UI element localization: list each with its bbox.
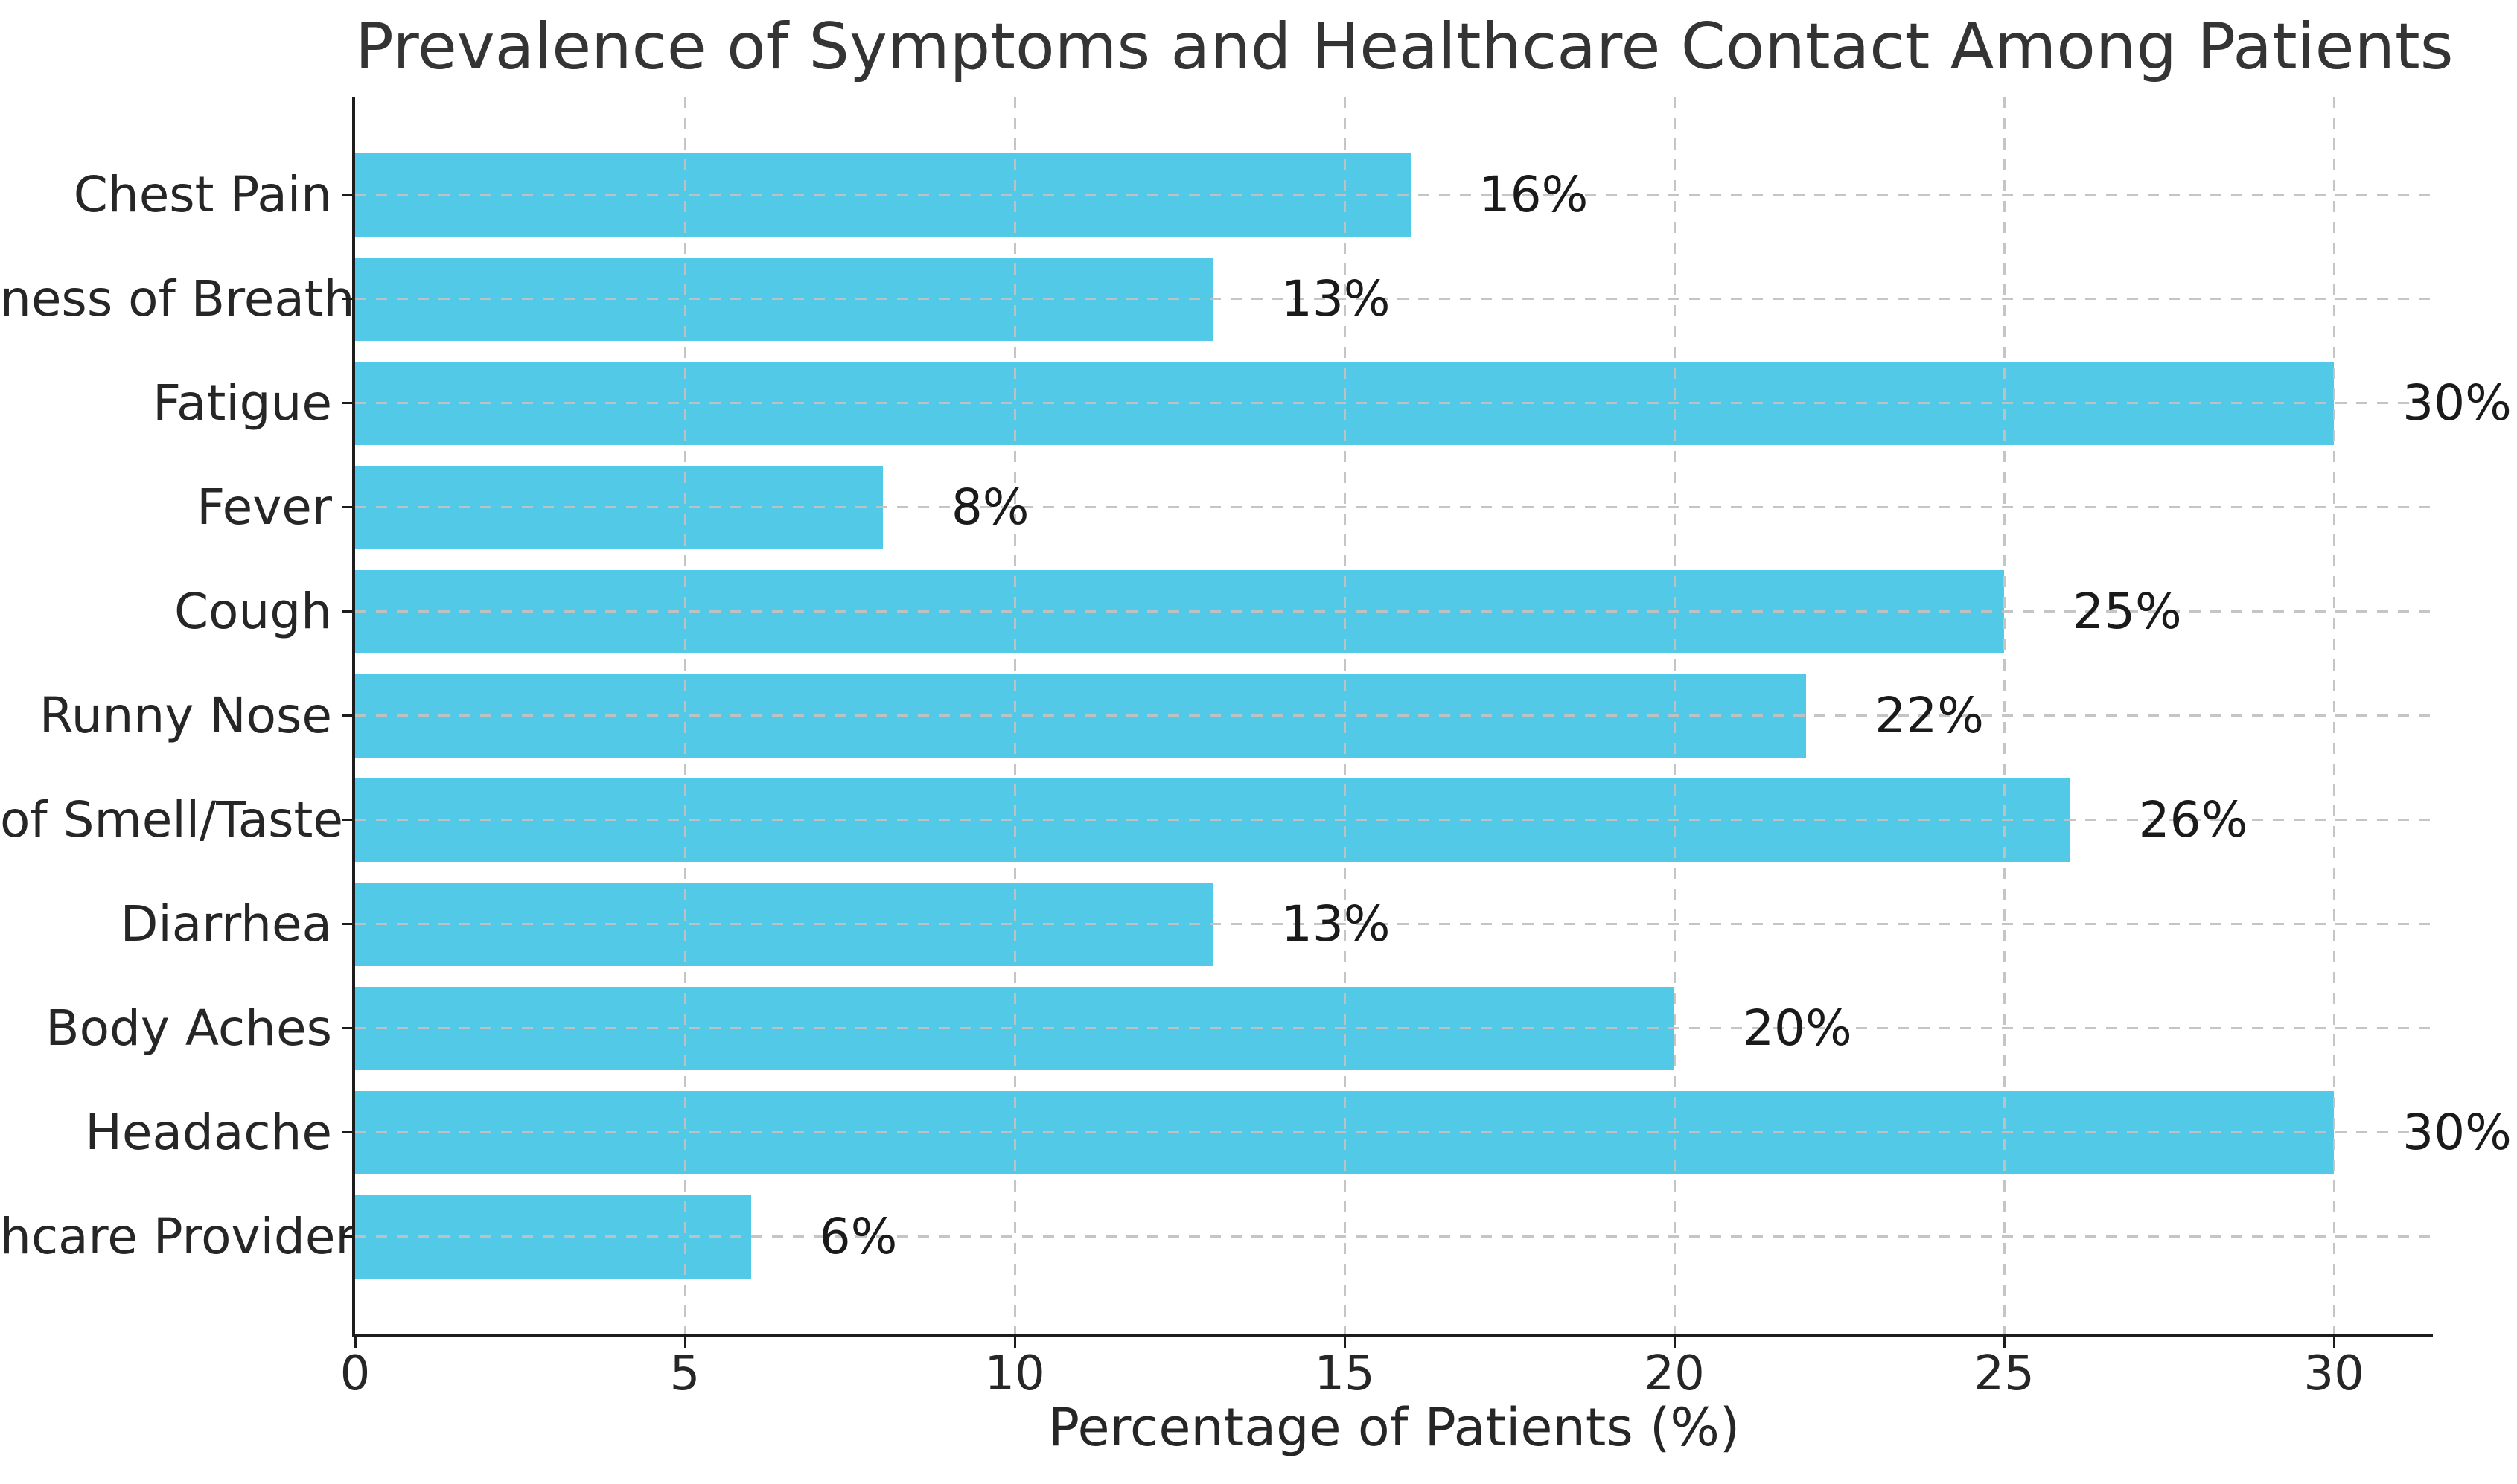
y-tick-label: Body Aches — [45, 999, 332, 1057]
y-tick-label: Runny Nose — [39, 686, 332, 744]
bottom-spine — [352, 1334, 2433, 1337]
x-tick-label: 0 — [339, 1346, 371, 1401]
y-tick-label: Headache — [85, 1103, 332, 1161]
x-tick-label: 20 — [1644, 1346, 1705, 1401]
y-tick-mark — [342, 714, 352, 717]
y-tick-label: Cough — [173, 582, 332, 640]
y-gridline — [355, 194, 2433, 196]
value-label: 16% — [1478, 165, 1589, 223]
y-gridline — [355, 714, 2433, 717]
x-tick-label: 30 — [2303, 1346, 2364, 1401]
y-tick-mark — [342, 506, 352, 509]
y-tick-mark — [342, 819, 352, 822]
x-tick-mark — [354, 1337, 357, 1348]
x-axis-label: Percentage of Patients (%) — [1047, 1397, 1741, 1458]
y-gridline — [355, 610, 2433, 613]
x-tick-mark — [683, 1337, 686, 1348]
y-tick-mark — [342, 1131, 352, 1134]
y-tick-mark — [342, 923, 352, 926]
x-tick-label: 25 — [1974, 1346, 2035, 1401]
x-tick-mark — [1673, 1337, 1676, 1348]
y-tick-label: Fever — [197, 478, 332, 536]
y-tick-label: Diarrhea — [120, 895, 332, 953]
value-label: 20% — [1743, 999, 1852, 1057]
y-gridline — [355, 298, 2433, 301]
value-label: 22% — [1875, 686, 1984, 744]
x-tick-label: 10 — [984, 1346, 1045, 1401]
x-tick-mark — [1013, 1337, 1016, 1348]
value-label: 26% — [2138, 790, 2248, 848]
y-tick-mark — [342, 1027, 352, 1030]
y-tick-label: Chest Pain — [73, 165, 332, 223]
value-label: 13% — [1280, 269, 1391, 327]
y-tick-mark — [342, 402, 352, 405]
x-tick-label: 15 — [1314, 1346, 1375, 1401]
chart-title: Prevalence of Symptoms and Healthcare Co… — [355, 10, 2454, 84]
y-tick-mark — [342, 610, 352, 613]
y-gridline — [355, 1235, 2433, 1238]
y-gridline — [355, 1027, 2433, 1030]
y-tick-mark — [342, 298, 352, 301]
y-tick-label: hcare Provider — [0, 1207, 356, 1265]
y-gridline — [355, 923, 2433, 926]
y-tick-mark — [342, 1235, 352, 1238]
y-tick-label: ness of Breath — [0, 269, 355, 327]
x-tick-mark — [2003, 1337, 2006, 1348]
y-gridline — [355, 402, 2433, 405]
value-label: 30% — [2402, 1103, 2512, 1161]
x-tick-mark — [1343, 1337, 1346, 1348]
value-label: 30% — [2402, 374, 2512, 432]
value-label: 6% — [819, 1207, 898, 1265]
y-gridline — [355, 819, 2433, 822]
y-tick-label: Fatigue — [153, 374, 332, 432]
value-label: 13% — [1280, 895, 1391, 953]
y-tick-label: of Smell/Taste — [0, 790, 344, 848]
x-tick-mark — [2332, 1337, 2335, 1348]
y-gridline — [355, 506, 2433, 509]
left-spine — [352, 97, 355, 1337]
value-label: 25% — [2073, 582, 2182, 640]
x-tick-label: 5 — [669, 1346, 701, 1401]
y-tick-mark — [342, 194, 352, 196]
value-label: 8% — [951, 478, 1030, 536]
y-gridline — [355, 1131, 2433, 1134]
